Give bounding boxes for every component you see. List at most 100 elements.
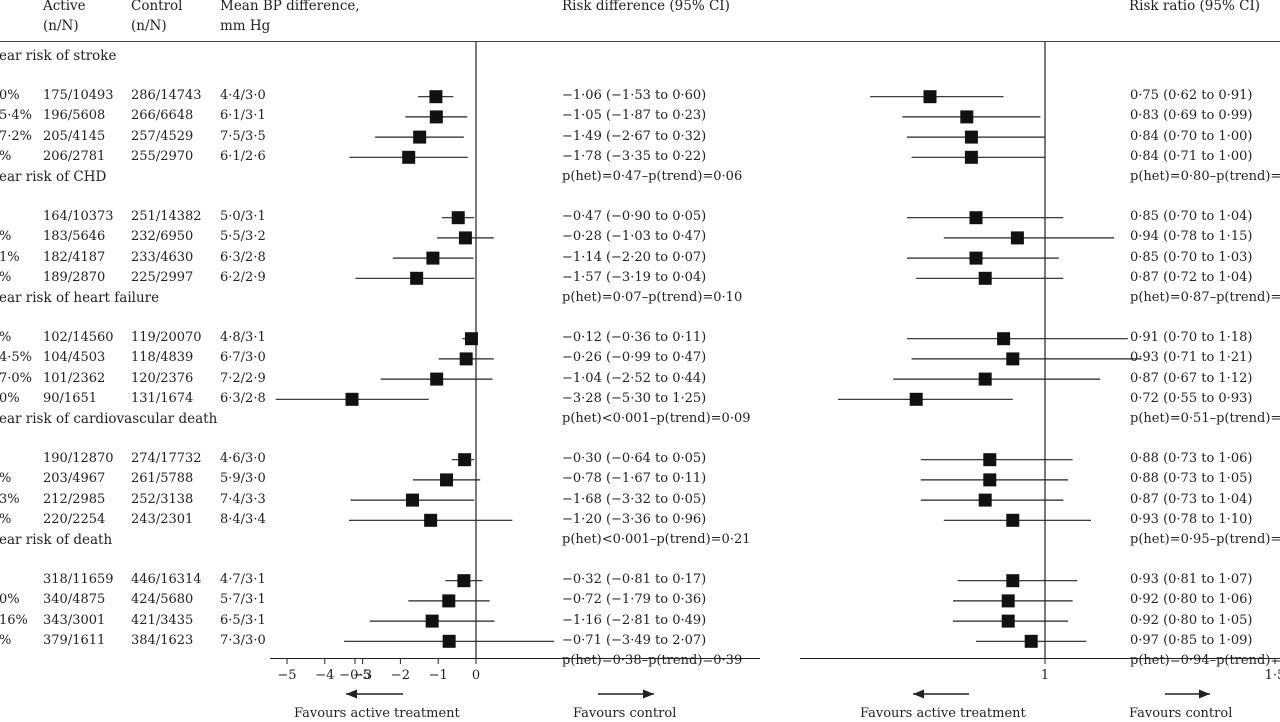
control-count: 424/5680 (131, 592, 194, 608)
rd-tick-label: −4 (315, 668, 335, 683)
control-count: 233/4630 (131, 249, 194, 265)
control-count: 232/6950 (131, 229, 194, 245)
rd-estimate-text: −3·28 (−5·30 to 1·25) (562, 390, 707, 406)
rd-favours-active-arrow-head (346, 689, 357, 699)
active-count: 203/4967 (43, 471, 106, 487)
rr-estimate-text: 0·92 (0·80 to 1·06) (1130, 592, 1253, 608)
col-header-active: Active (43, 0, 86, 14)
rd-estimate-text: −1·68 (−3·32 to 0·05) (562, 491, 707, 507)
rr-estimate-text: 0·93 (0·81 to 1·07) (1130, 572, 1253, 588)
active-count: 189/2870 (43, 269, 106, 285)
control-count: 120/2376 (131, 370, 194, 386)
rd-point (464, 332, 478, 346)
rr-favours-control: Favours control (1129, 706, 1233, 721)
rd-estimate-text: −1·04 (−2·52 to 0·44) (562, 370, 707, 386)
bp-difference: 6·3/2·8 (220, 249, 266, 265)
control-count: 261/5788 (131, 471, 194, 487)
bp-difference: 7·5/3·5 (220, 128, 266, 144)
rd-point (410, 271, 424, 285)
rd-point (458, 231, 472, 245)
active-count: 340/4875 (43, 592, 106, 608)
rr-point (1001, 594, 1015, 608)
rd-heterogeneity: p(het)<0·001–p(trend)=0·21 (562, 532, 751, 547)
rd-tick-label: −3 (353, 668, 373, 683)
control-count: 446/16314 (131, 572, 202, 588)
rd-point (429, 110, 443, 124)
row-label: 16% (0, 612, 28, 628)
col-header-bp: Mean BP difference, (220, 0, 360, 14)
rr-estimate-text: 0·85 (0·70 to 1·04) (1130, 209, 1253, 225)
active-count: 182/4187 (43, 249, 106, 265)
rr-heterogeneity: p(het)=0·87–p(trend)=0 (1130, 290, 1280, 305)
row-label: 4·5% (0, 350, 33, 366)
row-label: 0% (0, 88, 20, 104)
rr-estimate-text: 0·72 (0·55 to 0·93) (1130, 390, 1253, 406)
bp-difference: 6·3/2·8 (220, 390, 266, 406)
bp-difference: 8·4/3·4 (220, 511, 266, 527)
col-header-risk-ratio: Risk ratio (95% CI) (1129, 0, 1261, 14)
rd-estimate-text: −1·49 (−2·67 to 0·32) (562, 128, 707, 144)
rd-point (425, 614, 439, 628)
rr-estimate-text: 0·93 (0·71 to 1·21) (1130, 350, 1253, 366)
active-count: 175/10493 (43, 88, 114, 104)
row-label: 0% (0, 592, 20, 608)
active-count: 212/2985 (43, 491, 106, 507)
rd-estimate-text: −1·14 (−2·20 to 0·07) (562, 249, 707, 265)
bp-difference: 5·0/3·1 (220, 209, 266, 225)
rd-estimate-text: −0·72 (−1·79 to 0·36) (562, 592, 707, 608)
rd-favours-control: Favours control (573, 706, 677, 721)
bp-difference: 6·7/3·0 (220, 350, 266, 366)
rd-tick-label: −2 (390, 668, 410, 683)
control-count: 421/3435 (131, 612, 194, 628)
control-count: 119/20070 (131, 330, 202, 346)
rr-point (1006, 352, 1020, 366)
active-count: 196/5608 (43, 108, 106, 124)
control-count: 225/2997 (131, 269, 194, 285)
bp-difference: 4·4/3·0 (220, 88, 266, 104)
rd-point (442, 634, 456, 648)
bp-difference: 5·9/3·0 (220, 471, 266, 487)
rr-estimate-text: 0·91 (0·70 to 1·18) (1130, 330, 1253, 346)
rr-point (997, 332, 1011, 346)
rd-estimate-text: −0·71 (−3·49 to 2·07) (562, 632, 707, 648)
rr-estimate-text: 0·94 (0·78 to 1·15) (1130, 229, 1253, 245)
bp-difference: 5·5/3·2 (220, 229, 266, 245)
rr-estimate-text: 0·93 (0·78 to 1·10) (1130, 511, 1253, 527)
rr-estimate-text: 0·84 (0·70 to 1·00) (1130, 128, 1253, 144)
rd-estimate-text: −0·12 (−0·36 to 0·11) (562, 330, 707, 346)
bp-difference: 6·1/2·6 (220, 148, 266, 164)
rd-point (405, 493, 419, 507)
rd-estimate-text: −0·47 (−0·90 to 0·05) (562, 209, 707, 225)
rd-point (424, 513, 438, 527)
rr-point (969, 251, 983, 265)
rr-point (983, 473, 997, 487)
bp-difference: 7·2/2·9 (220, 370, 266, 386)
row-label: 7·0% (0, 370, 33, 386)
group-title: ear risk of death (0, 532, 113, 548)
rr-estimate-text: 0·88 (0·73 to 1·05) (1130, 471, 1253, 487)
rd-heterogeneity: p(het)<0·001–p(trend)=0·09 (562, 411, 751, 426)
rd-estimate-text: −1·05 (−1·87 to 0·23) (562, 108, 707, 124)
rr-point (960, 110, 974, 124)
rr-estimate-text: 0·85 (0·70 to 1·03) (1130, 249, 1253, 265)
col-header-active-sub: (n/N) (43, 18, 79, 34)
bp-difference: 6·1/3·1 (220, 108, 266, 124)
rd-heterogeneity: p(het)=0·38–p(trend)=0·39 (562, 653, 743, 668)
rd-estimate-text: −0·26 (−0·99 to 0·47) (562, 350, 707, 366)
rd-tick-label: −1 (428, 668, 448, 683)
rd-estimate-text: −1·57 (−3·19 to 0·04) (562, 269, 707, 285)
rd-estimate-text: −0·78 (−1·67 to 0·11) (562, 471, 707, 487)
row-label: % (0, 511, 12, 527)
col-header-control: Control (131, 0, 183, 14)
active-count: 206/2781 (43, 148, 106, 164)
rr-point (964, 130, 978, 144)
rd-point (413, 130, 427, 144)
rd-point (429, 90, 443, 104)
row-label: % (0, 148, 12, 164)
rr-estimate-text: 0·92 (0·80 to 1·05) (1130, 612, 1253, 628)
active-count: 343/3001 (43, 612, 106, 628)
group-title: ear risk of stroke (0, 48, 117, 64)
rr-favours-active-arrow-head (913, 689, 924, 699)
rr-estimate-text: 0·75 (0·62 to 0·91) (1130, 88, 1253, 104)
rd-estimate-text: −0·30 (−0·64 to 0·05) (562, 451, 707, 467)
